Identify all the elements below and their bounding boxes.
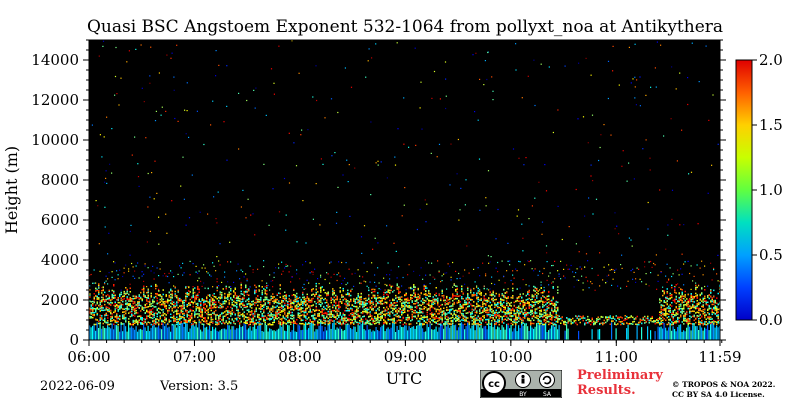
by-text: BY	[519, 391, 527, 398]
y-axis: 0 2000 4000 6000 8000 10000 12000 14000	[31, 39, 726, 349]
x-tick-label: 08:00	[278, 348, 321, 366]
x-tick-label: 11:00	[595, 348, 638, 366]
cc-license-icon: cc BY SA	[480, 370, 562, 398]
cc-text: cc	[488, 379, 500, 390]
x-axis-label: UTC	[386, 369, 422, 388]
y-axis-label: Height (m)	[2, 146, 21, 234]
heatmap-pixels	[89, 40, 721, 341]
version-label: Version: 3.5	[160, 379, 239, 394]
license-line-2: CC BY SA 4.0 License.	[672, 390, 765, 399]
preliminary-line-1: Preliminary	[577, 368, 663, 383]
y-tick-label: 6000	[41, 211, 79, 229]
y-tick-label: 0	[69, 331, 79, 349]
license-line-1: © TROPOS & NOA 2022.	[672, 380, 776, 389]
y-tick-label: 12000	[31, 91, 79, 109]
x-tick-label: 10:00	[489, 348, 532, 366]
license-text: © TROPOS & NOA 2022. CC BY SA 4.0 Licens…	[672, 380, 775, 400]
x-axis: 06:00 07:00 08:00 09:00 10:00 11:00 11:59	[67, 340, 742, 366]
colorbar-ticks: 0.0 0.5 1.0 1.5 2.0	[752, 51, 783, 329]
preliminary-line-2: Results.	[577, 383, 636, 398]
colorbar-tick-label: 2.0	[759, 51, 783, 69]
y-tick-label: 8000	[41, 171, 79, 189]
chart-title: Quasi BSC Angstoem Exponent 532-1064 fro…	[87, 17, 723, 37]
preliminary-notice: Preliminary Results.	[577, 368, 663, 398]
plot-area	[89, 40, 720, 340]
colorbar-tick-label: 0.0	[759, 311, 783, 329]
colorbar-tick-label: 1.0	[759, 181, 783, 199]
y-tick-label: 14000	[31, 51, 79, 69]
x-tick-label: 07:00	[173, 348, 216, 366]
y-tick-label: 2000	[41, 291, 79, 309]
y-tick-label: 4000	[41, 251, 79, 269]
colorbar-tick-label: 1.5	[759, 116, 783, 134]
y-tick-label: 10000	[31, 131, 79, 149]
x-tick-label: 06:00	[67, 348, 110, 366]
date-label: 2022-06-09	[40, 379, 115, 394]
sa-text: SA	[543, 391, 552, 398]
colorbar-tick-label: 0.5	[759, 246, 783, 264]
x-tick-label: 09:00	[384, 348, 427, 366]
x-tick-label: 11:59	[698, 348, 741, 366]
colorbar	[735, 59, 753, 321]
